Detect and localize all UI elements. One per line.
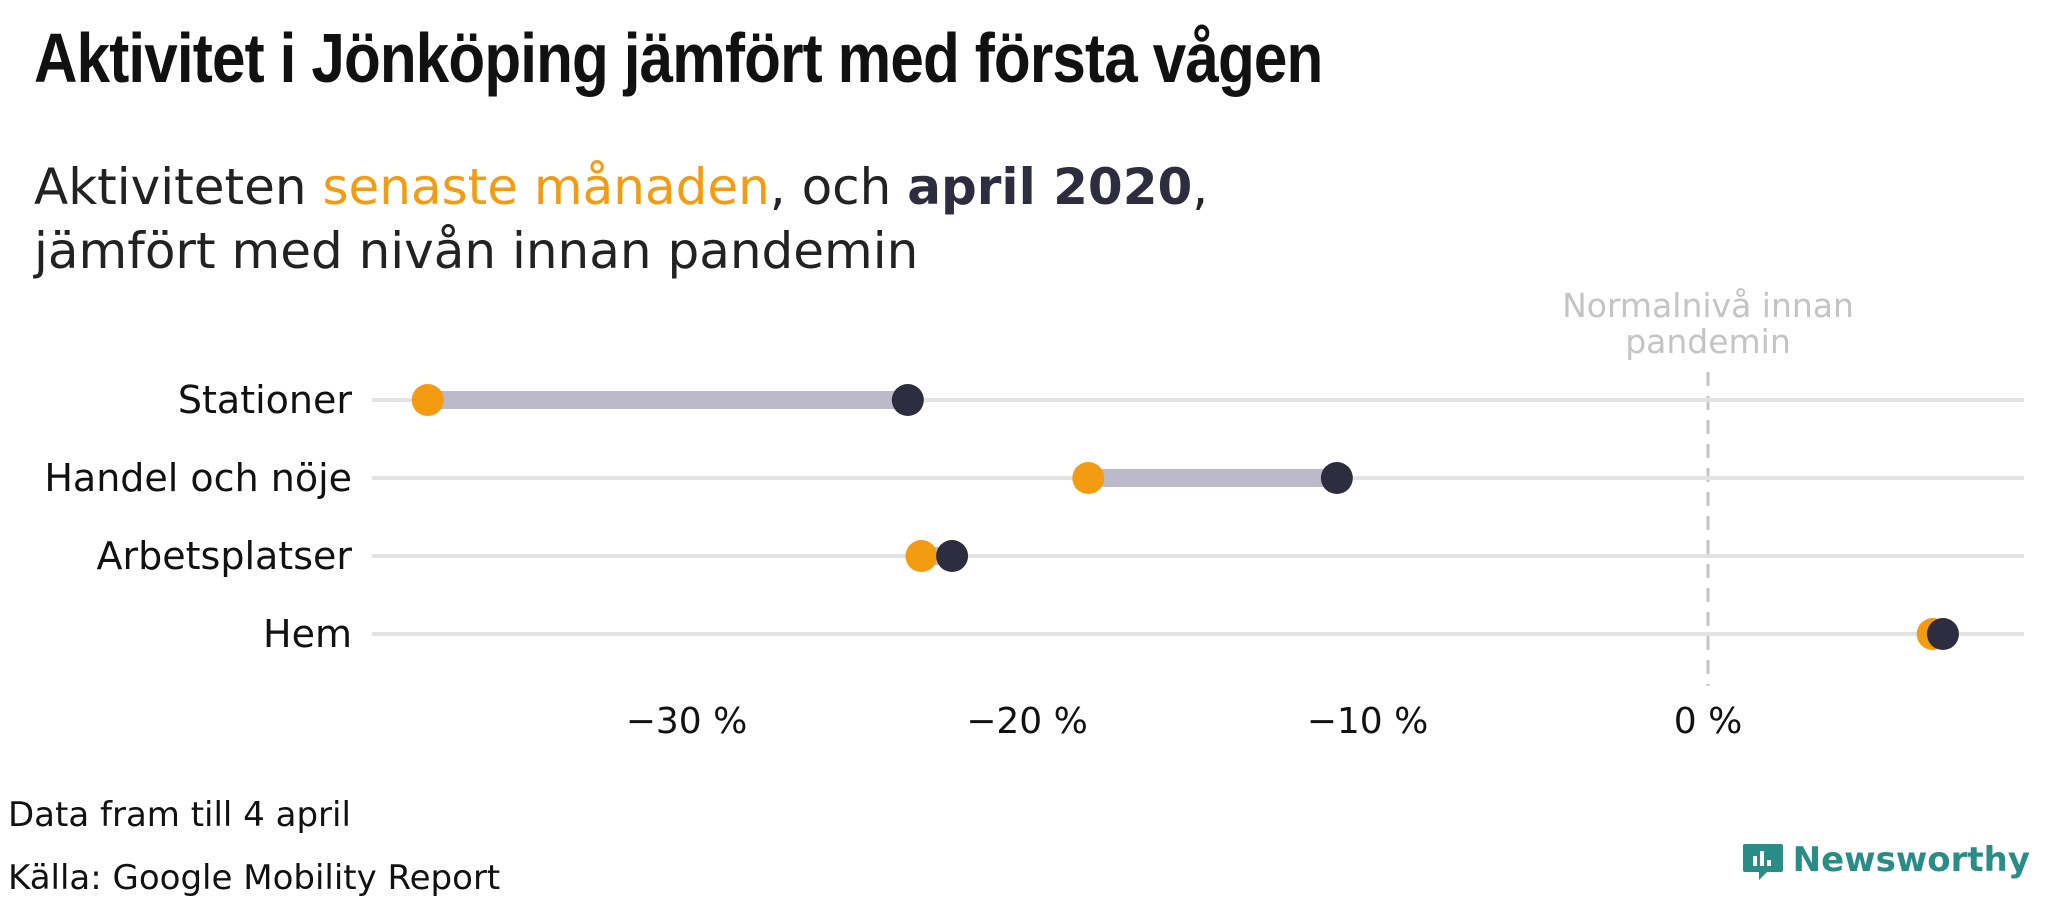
reference-label-line-1: Normalnivå innan — [1562, 286, 1854, 325]
x-tick-label: −30 % — [626, 701, 748, 742]
category-label: Hem — [263, 612, 352, 656]
point-april-2020 — [891, 384, 924, 416]
subtitle-text-1: Aktiviteten — [34, 158, 323, 216]
newsworthy-logo-icon — [1742, 844, 1783, 880]
subtitle-line-1: Aktiviteten senaste månaden, och april 2… — [34, 155, 1208, 219]
subtitle-recent-highlight: senaste månaden — [322, 158, 770, 216]
point-recent — [1916, 618, 1949, 650]
subtitle-text-3: , — [1192, 158, 1209, 216]
subtitle-april-highlight: april 2020 — [907, 158, 1193, 216]
point-recent — [1072, 462, 1105, 494]
point-april-2020 — [1926, 618, 1959, 650]
chart-subtitle: Aktiviteten senaste månaden, och april 2… — [34, 155, 1208, 283]
point-recent — [411, 384, 444, 416]
newsworthy-logo-text: Newsworthy — [1792, 840, 2030, 880]
category-label: Arbetsplatser — [97, 534, 353, 578]
data-points — [411, 384, 1959, 650]
point-april-2020 — [1320, 462, 1353, 494]
category-label: Handel och nöje — [44, 456, 352, 500]
chart-title: Aktivitet i Jönköping jämfört med första… — [34, 19, 1323, 97]
x-tick-label: −10 % — [1307, 701, 1429, 742]
connectors — [427, 391, 1943, 643]
reference-label-line-2: pandemin — [1625, 322, 1791, 361]
subtitle-line-2: jämfört med nivån innan pandemin — [34, 222, 919, 280]
category-labels: Stationer Handel och nöje Arbetsplatser Hem — [44, 378, 352, 656]
gridlines — [372, 398, 2024, 636]
category-label: Stationer — [178, 378, 352, 422]
x-tick-label: 0 % — [1674, 701, 1743, 742]
data-note: Data fram till 4 april — [8, 795, 351, 835]
source-note: Källa: Google Mobility Report — [8, 858, 501, 898]
x-axis-ticks: −30 % −20 % −10 % 0 % — [626, 701, 1743, 742]
point-april-2020 — [936, 540, 969, 572]
point-recent — [905, 540, 938, 572]
subtitle-text-2: , och — [769, 158, 908, 216]
x-tick-label: −20 % — [966, 701, 1088, 742]
newsworthy-logo: Newsworthy — [1741, 838, 2030, 882]
